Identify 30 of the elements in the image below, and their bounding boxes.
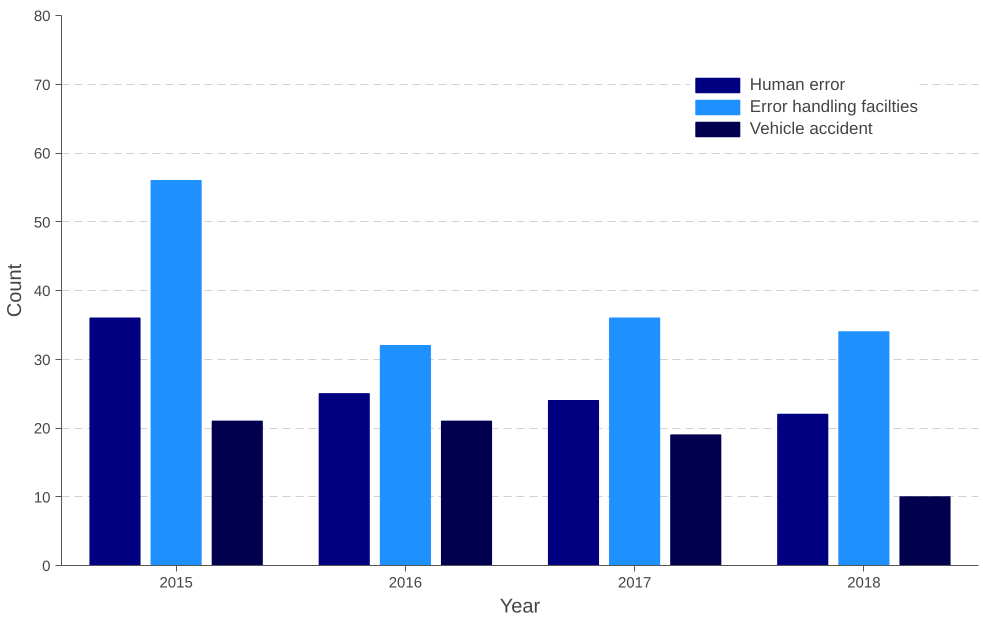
bar [899, 496, 951, 566]
x-tick-label: 2018 [847, 574, 881, 592]
y-tick-label: 40 [34, 283, 51, 300]
bar [318, 393, 370, 566]
bar [380, 345, 431, 566]
y-tick-label: 80 [34, 8, 51, 25]
y-tick-label: 30 [34, 352, 51, 369]
x-tick-label: 2016 [388, 574, 422, 592]
bar [150, 180, 202, 566]
bar [777, 414, 828, 566]
y-tick-label: 50 [34, 214, 51, 232]
y-tick-label: 0 [42, 558, 50, 575]
bar [609, 318, 660, 566]
bar [548, 400, 600, 566]
bar [838, 331, 890, 566]
y-tick-label: 10 [34, 489, 51, 506]
y-axis-title: Count [4, 263, 26, 318]
y-tick-label: 70 [34, 76, 51, 94]
bar [212, 420, 263, 566]
y-tick-label: 20 [34, 420, 51, 438]
bar [670, 434, 722, 566]
legend-label: Vehicle accident [750, 119, 873, 139]
bar [89, 318, 141, 566]
legend-label: Error handling facilties [750, 97, 918, 117]
x-tick-label: 2015 [159, 574, 193, 592]
x-axis-title: Year [500, 596, 541, 618]
legend-label: Human error [750, 75, 846, 95]
x-tick-label: 2017 [618, 574, 652, 592]
y-tick-label: 60 [34, 146, 51, 162]
bar [440, 420, 492, 566]
